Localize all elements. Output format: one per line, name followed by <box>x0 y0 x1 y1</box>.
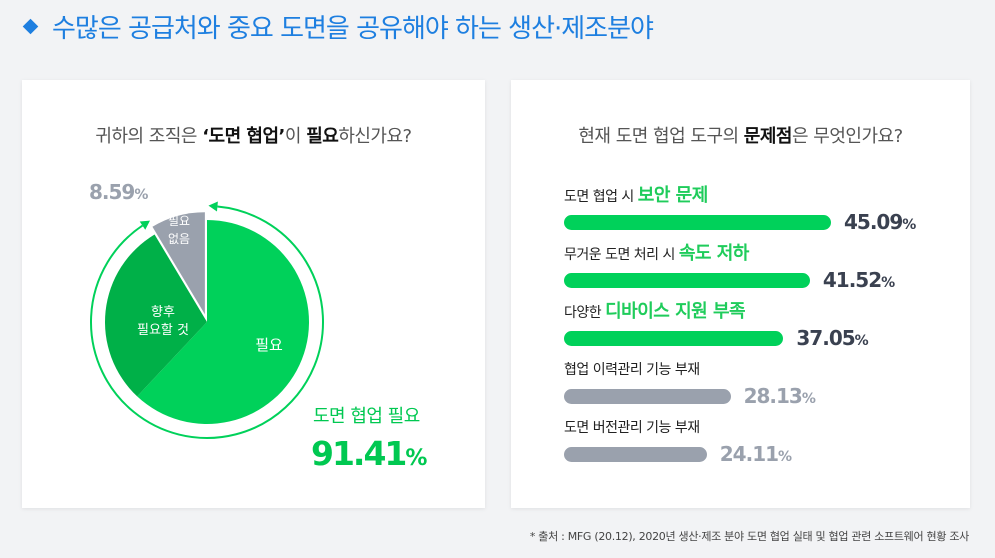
bar-value-label: 28.13% <box>743 384 816 408</box>
bar-question-pre: 현재 도면 협업 도구의 <box>578 126 744 147</box>
bar-value-label: 24.11% <box>719 442 792 466</box>
pie-question: 귀하의 조직은 ‘도면 협업’이 필요하신가요? <box>22 122 485 148</box>
bar <box>564 214 831 230</box>
pie-slice-future <box>105 234 207 397</box>
bar-value-number: 41.52 <box>822 268 882 292</box>
pie-big-label: 도면 협업 필요 <box>313 406 420 427</box>
bar-label-prefix: 무거운 도면 처리 시 <box>564 247 679 263</box>
bar-item: 도면 버전관리 기능 부재 24.11% <box>564 416 792 466</box>
pie-big-value-unit: % <box>405 446 427 471</box>
bar <box>564 272 810 288</box>
bar-row: 41.52% <box>564 268 895 292</box>
bar-value-number: 45.09 <box>844 210 903 234</box>
ring-arrow-icon <box>208 201 218 212</box>
pie-label-future-2: 필요할 것 <box>137 323 189 338</box>
bar-value-unit: % <box>854 333 869 349</box>
pie-label-none-1: 필요 <box>168 214 190 228</box>
pie-label-none-2: 없음 <box>168 232 190 246</box>
bar-label-highlight: 속도 저하 <box>678 243 750 264</box>
bar <box>564 330 784 346</box>
pie-big-value: 91.41% <box>311 434 427 473</box>
pie-slice-none <box>152 212 205 315</box>
bar-value-number: 24.11 <box>719 442 779 466</box>
bar-row: 37.05% <box>564 326 869 350</box>
pie-slice-need <box>137 220 309 424</box>
bar-label-prefix: 다양한 <box>564 305 606 321</box>
ring-arrow-end-icon <box>139 220 150 230</box>
pie-card: 귀하의 조직은 ‘도면 협업’이 필요하신가요? 필요 향후 필요할 것 필요 … <box>22 80 485 508</box>
pie-question-pre: 귀하의 조직은 <box>95 126 203 147</box>
bar-label: 도면 버전관리 기능 부재 <box>564 416 791 440</box>
pie-question-bold2: 필요 <box>306 126 339 147</box>
bar-row: 45.09% <box>564 210 916 234</box>
bar-row: 24.11% <box>564 442 792 466</box>
bar-value-label: 45.09% <box>844 210 916 234</box>
bar-question-post: 은 무엇인가요? <box>791 126 903 147</box>
bar-value-number: 28.13 <box>743 384 803 408</box>
bar-question: 현재 도면 협업 도구의 문제점은 무엇인가요? <box>511 122 970 148</box>
pie-big-value-number: 91.41 <box>311 434 405 473</box>
pie-label-future-1: 향후 <box>151 305 175 320</box>
diamond-bullet-icon <box>22 18 39 35</box>
bar-label: 무거운 도면 처리 시 속도 저하 <box>564 242 894 266</box>
source-footnote: * 출처 : MFG (20.12), 2020년 생산·제조 분야 도면 협업… <box>529 530 969 543</box>
bar-value-number: 37.05 <box>796 326 855 350</box>
bar-label-text: 협업 이력관리 기능 부재 <box>564 362 700 378</box>
bar-item: 협업 이력관리 기능 부재 28.13% <box>564 358 816 408</box>
pie-none-percent: 8.59% <box>89 180 148 204</box>
bar-value-label: 37.05% <box>796 326 869 350</box>
bar-label: 도면 협업 시 보안 문제 <box>564 184 915 208</box>
bar-item: 무거운 도면 처리 시 속도 저하 41.52% <box>564 242 895 292</box>
headline-text: 수많은 공급처와 중요 도면을 공유해야 하는 생산·제조분야 <box>52 14 654 44</box>
bar-value-label: 41.52% <box>822 268 895 292</box>
bar-row: 28.13% <box>564 384 816 408</box>
pie-question-bold1: ‘도면 협업’ <box>202 126 285 147</box>
pie-question-mid: 이 <box>284 126 307 147</box>
pie-question-post: 하신가요? <box>338 126 412 147</box>
bar-label: 다양한 디바이스 지원 부족 <box>564 300 868 324</box>
bar <box>564 446 707 462</box>
headline: 수많은 공급처와 중요 도면을 공유해야 하는 생산·제조분야 <box>22 8 654 45</box>
bar <box>564 388 731 404</box>
bar-value-unit: % <box>801 391 816 407</box>
bar-value-unit: % <box>881 275 895 291</box>
bar-item: 도면 협업 시 보안 문제 45.09% <box>564 184 916 234</box>
bar-item: 다양한 디바이스 지원 부족 37.05% <box>564 300 869 350</box>
pie-none-percent-value: 8.59 <box>89 180 134 204</box>
bar-value-unit: % <box>778 449 792 465</box>
pie-outer-ring <box>90 205 324 439</box>
bar-question-bold: 문제점 <box>743 126 793 147</box>
bar-label-highlight: 보안 문제 <box>637 185 709 206</box>
pie-chart: 필요 향후 필요할 것 필요 없음 8.59% 도면 협업 필요 91.41% <box>89 180 429 473</box>
bar-value-unit: % <box>902 217 916 233</box>
bar-label-prefix: 도면 협업 시 <box>564 189 638 205</box>
bar-label-text: 도면 버전관리 기능 부재 <box>564 420 700 436</box>
bar-label: 협업 이력관리 기능 부재 <box>564 358 815 382</box>
bar-label-highlight: 디바이스 지원 부족 <box>605 301 746 322</box>
pie-label-need: 필요 <box>255 336 283 354</box>
pie-none-percent-unit: % <box>134 187 148 203</box>
bar-card: 현재 도면 협업 도구의 문제점은 무엇인가요? 도면 협업 시 보안 문제 45… <box>511 80 970 508</box>
